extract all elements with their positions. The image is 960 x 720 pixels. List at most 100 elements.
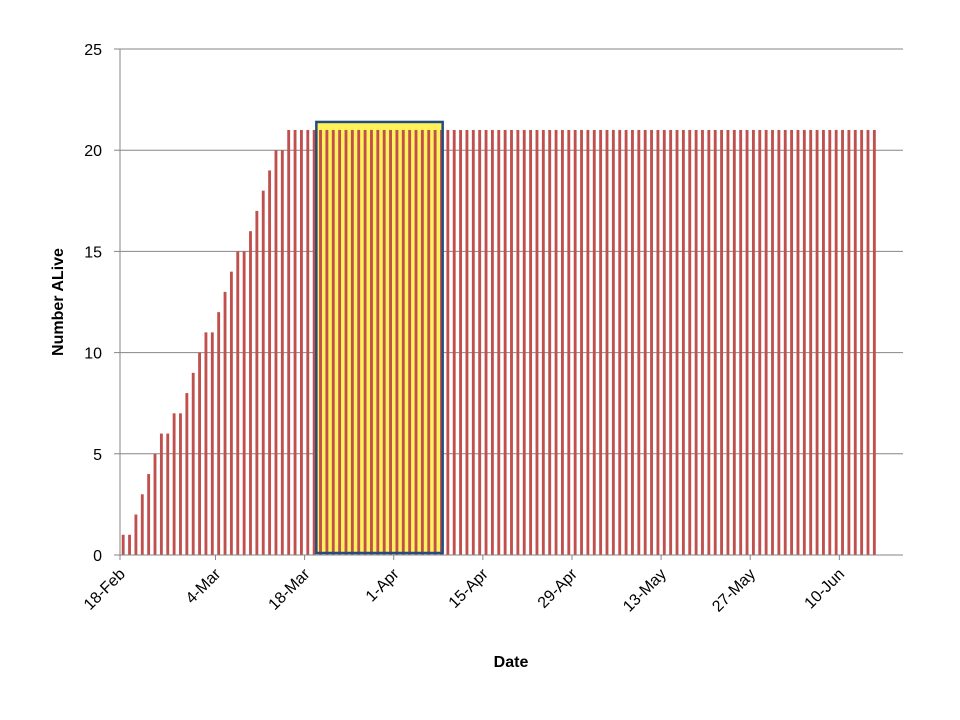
x-tick-label: 1-Apr [363, 565, 403, 605]
bar [828, 129, 832, 555]
bar [357, 129, 361, 555]
bar [675, 129, 679, 555]
y-tick-label: 15 [84, 244, 102, 261]
x-axis-title: Date [494, 654, 529, 671]
bar [605, 129, 609, 555]
bar [344, 129, 348, 555]
bar [707, 129, 711, 555]
bar [293, 129, 297, 555]
bar [179, 413, 182, 555]
bar [694, 129, 698, 555]
bar [274, 150, 278, 555]
bar [573, 129, 577, 555]
bar [427, 129, 431, 555]
bar [815, 129, 819, 555]
bar [510, 129, 513, 555]
bar [280, 150, 284, 555]
x-tick-label: 4-Mar [183, 565, 225, 607]
bar [592, 129, 596, 555]
bar [739, 129, 743, 555]
bar [490, 129, 494, 555]
bar [446, 129, 450, 555]
bar [452, 129, 456, 555]
bar [185, 393, 189, 555]
bar [821, 129, 825, 555]
x-tick-label: 13-May [620, 566, 670, 616]
bar [350, 129, 354, 555]
bar [720, 129, 724, 555]
bar [745, 129, 749, 555]
bar [522, 129, 526, 555]
bar [650, 129, 653, 555]
y-tick-label: 5 [93, 447, 102, 464]
bar [249, 231, 252, 555]
bar [631, 129, 634, 555]
bar [853, 129, 857, 555]
bar [599, 129, 603, 555]
bar [580, 129, 583, 555]
bar [611, 129, 615, 555]
x-tick-label: 29-Apr [535, 565, 581, 611]
bar [414, 129, 418, 555]
bar [236, 251, 240, 555]
bar [172, 413, 176, 555]
bar [662, 129, 666, 555]
bar [541, 129, 545, 555]
bar [860, 129, 864, 555]
bar [420, 129, 424, 555]
bar [681, 129, 685, 555]
bar [325, 129, 329, 555]
bar [459, 129, 463, 555]
bar [777, 129, 781, 555]
bar [229, 271, 233, 555]
bar [331, 129, 335, 555]
y-tick-label: 10 [84, 346, 102, 363]
bar [287, 129, 291, 555]
bar [306, 129, 310, 555]
bar [726, 129, 730, 555]
bar [771, 129, 774, 555]
bar [255, 210, 259, 556]
bar [802, 129, 806, 555]
bar [484, 129, 488, 555]
bar [363, 129, 367, 555]
bar [497, 129, 501, 555]
bar [586, 129, 590, 555]
bar [217, 312, 221, 555]
bar [204, 332, 208, 555]
bar [841, 129, 844, 555]
bar [847, 129, 851, 555]
y-tick-label: 0 [93, 548, 102, 565]
bar [713, 129, 717, 555]
bar [688, 129, 692, 555]
bar [140, 494, 144, 555]
bar [618, 129, 622, 555]
bar [408, 129, 412, 555]
axes [114, 48, 903, 560]
bar [261, 190, 265, 555]
bar [382, 129, 386, 555]
bar [198, 352, 202, 555]
bar [529, 129, 533, 555]
bar [866, 129, 870, 555]
bar [834, 129, 838, 555]
bar [338, 129, 342, 555]
bar [669, 129, 673, 555]
bar [471, 129, 475, 555]
y-tick-labels: 0 5 10 15 20 25 [84, 42, 102, 565]
bar [624, 129, 628, 555]
bar [535, 129, 539, 555]
bar [166, 433, 170, 555]
bar [210, 332, 214, 555]
bar [554, 129, 558, 555]
bar [159, 433, 163, 555]
bar [560, 129, 564, 555]
x-tick-label: 10-Jun [802, 566, 849, 613]
bar [783, 129, 787, 555]
bar [465, 129, 469, 555]
bar [128, 534, 131, 555]
bar [790, 129, 794, 555]
bars [121, 129, 876, 556]
bar [223, 291, 227, 555]
bar [758, 129, 762, 555]
